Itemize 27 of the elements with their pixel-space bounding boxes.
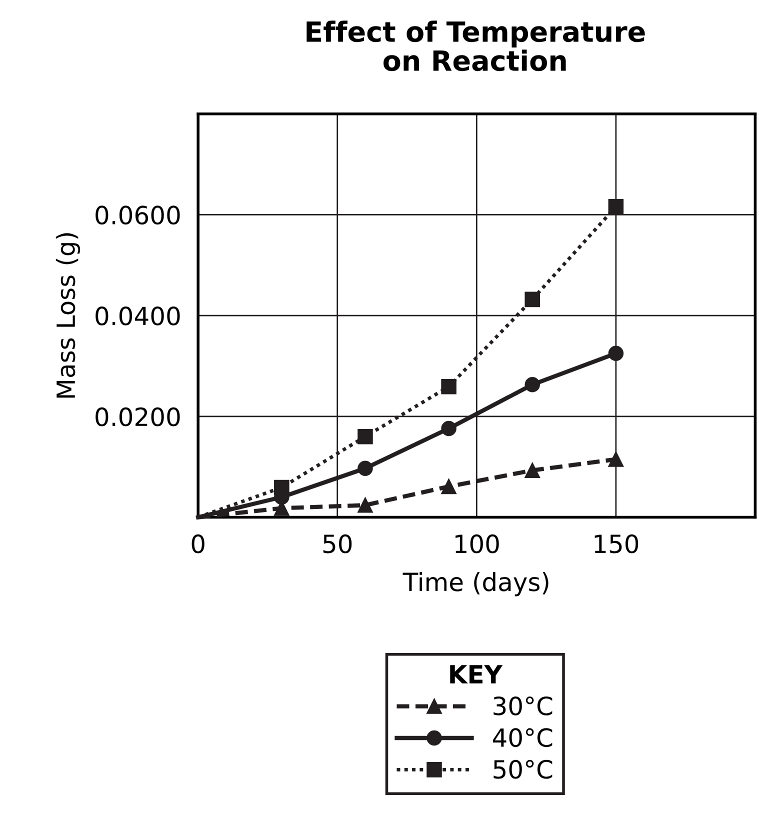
point: [358, 428, 373, 444]
point: [608, 346, 624, 362]
x-tick-label: 150: [594, 534, 638, 554]
point: [358, 498, 373, 513]
point: [441, 379, 456, 394]
point: [524, 377, 540, 392]
point: [441, 478, 456, 494]
point: [608, 199, 624, 214]
x-tick-label: 100: [456, 534, 499, 554]
y-tick-label: 0.0400: [96, 306, 180, 326]
x-tick-label: 0: [192, 534, 204, 554]
x-axis-title: Time (days): [402, 572, 548, 596]
y-tick-label: 0.0600: [96, 206, 180, 225]
point: [608, 452, 624, 467]
point: [358, 460, 373, 476]
point: [524, 292, 540, 308]
point: [274, 480, 290, 496]
legend-label: 30°C: [494, 696, 552, 716]
chart-title: Effect of Temperature on Reaction: [306, 20, 645, 72]
legend-label: 40°C: [492, 728, 552, 748]
point: [441, 420, 456, 436]
x-tick-label: 50: [323, 534, 352, 554]
y-axis-title: Mass Loss (g): [56, 233, 80, 398]
legend-title: KEY: [450, 665, 503, 684]
y-tick-label: 0.0200: [96, 407, 180, 426]
point: [524, 462, 540, 478]
legend-label: 50°C: [494, 760, 552, 779]
